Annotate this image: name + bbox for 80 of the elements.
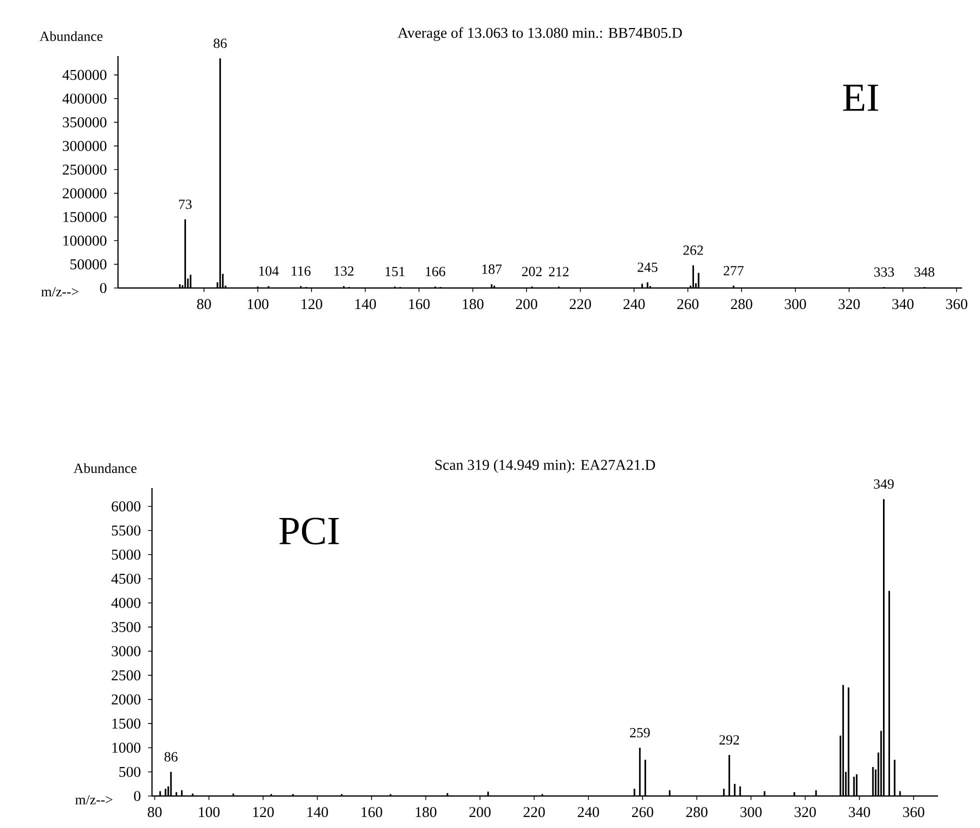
annotation: 104 [259,266,279,276]
x-tick-label: 140 [307,807,328,818]
y-tick-label: 5000 [112,550,140,560]
y-tick-label: 6000 [112,501,140,512]
x-tick-label: 280 [686,807,708,818]
y-tick-label: 2000 [112,694,140,704]
y-tick-label: 350000 [62,117,106,128]
x-tick-label: 260 [632,807,654,818]
x-tick-label: 220 [570,299,591,310]
chart-title: Average of 13.063 to 13.080 min.: BB74B05.D [398,27,682,41]
annotation: 333 [874,267,894,277]
y-axis-title: Abundance [40,31,102,41]
annotation: 73 [179,200,192,209]
x-tick-label: 220 [524,807,545,818]
y-tick-label: 100000 [63,236,106,246]
y-tick-label: 250000 [62,164,106,175]
annotation: 259 [630,728,650,738]
y-axis-title: Abundance [74,463,136,473]
annotation: 116 [292,266,311,276]
annotation: PCI [279,518,339,544]
annotation: 349 [874,479,894,489]
chart-title: Scan 319 (14.949 min): EA27A21.D [435,459,656,473]
x-tick-label: 260 [677,299,698,310]
x-tick-label: 240 [624,299,645,310]
x-tick-label: 80 [148,807,162,818]
y-tick-label: 3000 [112,646,140,656]
x-axis-title: m/z--> [41,287,78,296]
annotation: 245 [638,262,658,272]
y-tick-label: 1500 [112,718,140,729]
annotation: 166 [426,266,446,276]
annotation: 348 [914,267,934,277]
y-tick-label: 4500 [111,574,140,584]
y-tick-label: 1000 [112,742,140,753]
annotation: 262 [683,246,703,255]
y-tick-label: 0 [134,790,140,802]
x-tick-label: 300 [784,299,806,310]
x-tick-label: 320 [794,807,816,818]
y-tick-label: 400000 [62,94,106,104]
y-tick-label: 50000 [70,259,106,270]
x-tick-label: 340 [848,807,870,818]
y-tick-label: 150000 [63,212,106,222]
annotation: EI [843,84,878,111]
y-tick-label: 0 [100,282,106,294]
x-tick-label: 180 [462,299,484,310]
annotation: 212 [548,266,568,276]
annotation: 86 [214,38,227,48]
x-tick-label: 120 [253,807,274,818]
x-tick-label: 180 [416,807,436,818]
x-tick-label: 200 [516,299,538,310]
y-tick-label: 3500 [112,622,140,632]
x-tick-label: 360 [903,807,924,818]
annotation: 292 [719,735,739,745]
y-tick-label: 4000 [111,598,140,608]
y-tick-label: 300000 [62,140,106,152]
y-tick-label: 2500 [112,670,140,680]
x-tick-label: 300 [740,807,762,818]
x-tick-label: 320 [838,299,860,310]
y-tick-label: 5500 [112,525,140,536]
y-tick-label: 200000 [62,188,106,198]
x-tick-label: 160 [362,807,382,818]
annotation: 151 [386,266,404,276]
annotation: 132 [334,266,354,276]
x-tick-label: 100 [248,299,268,310]
x-tick-label: 100 [199,807,220,818]
annotation: 202 [522,266,542,276]
x-tick-label: 80 [197,299,211,310]
y-tick-label: 500 [119,766,140,777]
x-tick-label: 120 [302,299,322,310]
x-tick-label: 340 [892,299,914,310]
x-tick-label: 200 [469,807,491,818]
annotation: 277 [724,266,744,276]
x-axis-title: m/z--> [75,795,112,804]
annotation: 86 [164,752,178,762]
annotation: 187 [482,264,502,274]
x-tick-label: 240 [578,807,600,818]
y-tick-label: 450000 [62,70,106,80]
x-tick-label: 160 [409,299,430,310]
x-tick-label: 280 [731,299,752,310]
x-tick-label: 360 [946,299,968,310]
x-tick-label: 140 [355,299,376,310]
